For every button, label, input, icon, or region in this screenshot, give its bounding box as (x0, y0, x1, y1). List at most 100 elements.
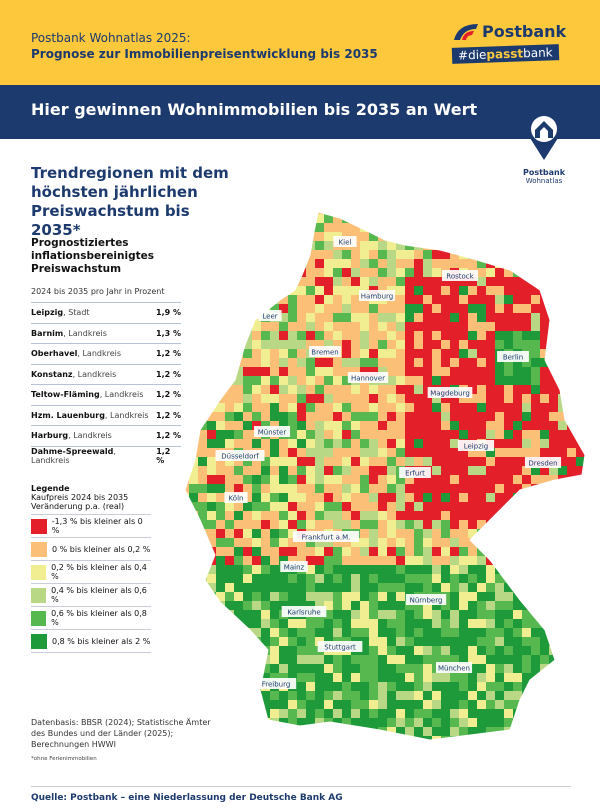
map-region (369, 367, 379, 377)
map-region (351, 610, 361, 620)
map-region (243, 268, 253, 278)
map-region (441, 493, 451, 503)
map-region (288, 475, 298, 485)
map-region (540, 250, 550, 260)
map-region (522, 340, 532, 350)
map-region (468, 367, 478, 377)
map-region (198, 664, 208, 674)
map-region (207, 475, 217, 485)
map-region (459, 682, 469, 692)
map-region (558, 484, 568, 494)
map-region (513, 277, 523, 287)
map-region (378, 538, 388, 548)
map-region (297, 718, 307, 728)
map-region (585, 628, 594, 637)
map-region (216, 691, 226, 701)
map-region (432, 367, 442, 377)
map-region (405, 628, 415, 638)
map-region (315, 700, 325, 710)
map-region (207, 610, 217, 620)
map-region (198, 484, 208, 494)
map-region (486, 457, 496, 467)
map-region (378, 430, 388, 440)
map-region (504, 565, 514, 575)
map-region (261, 628, 271, 638)
map-region (549, 736, 559, 740)
map-region (216, 673, 226, 683)
map-region (387, 313, 397, 323)
map-region (333, 412, 343, 422)
map-region (243, 682, 253, 692)
map-region (450, 331, 460, 341)
legend-items: -1,3 % bis kleiner als 0 % 0 % bis kleine… (31, 515, 151, 653)
map-region (198, 682, 208, 692)
map-region (279, 466, 289, 476)
map-region (423, 691, 433, 701)
map-region (576, 340, 585, 350)
map-region (198, 475, 208, 485)
map-region (522, 628, 532, 638)
map-region (189, 565, 199, 575)
map-region (504, 232, 514, 242)
map-region (495, 664, 505, 674)
map-region (342, 331, 352, 341)
map-region (477, 385, 487, 395)
map-region (585, 214, 594, 223)
map-region (468, 376, 478, 386)
map-region (315, 214, 325, 224)
map-region (477, 682, 487, 692)
map-region (207, 439, 217, 449)
map-region (396, 646, 406, 656)
map-region (324, 385, 334, 395)
map-region (369, 439, 379, 449)
map-region (234, 484, 244, 494)
map-region (414, 493, 424, 503)
map-region (513, 736, 523, 740)
map-region (468, 592, 478, 602)
map-region (522, 394, 532, 404)
map-region (396, 664, 406, 674)
map-region (540, 646, 550, 656)
map-region (414, 439, 424, 449)
map-region (441, 212, 451, 215)
map-region (297, 475, 307, 485)
map-region (288, 556, 298, 566)
legend-swatch (31, 587, 47, 603)
map-region (270, 574, 280, 584)
map-region (333, 682, 343, 692)
map-region (306, 286, 316, 296)
map-region (513, 385, 523, 395)
map-region (297, 502, 307, 512)
map-region (585, 574, 594, 583)
map-region (414, 331, 424, 341)
city-label: Berlin (497, 351, 529, 362)
map-region (378, 457, 388, 467)
map-region (189, 610, 199, 620)
map-region (252, 331, 262, 341)
map-region (252, 583, 262, 593)
map-region (576, 394, 585, 404)
map-region (261, 232, 271, 242)
map-region (315, 619, 325, 629)
map-region (216, 331, 226, 341)
map-region (333, 358, 343, 368)
map-region (279, 646, 289, 656)
map-region (207, 682, 217, 692)
map-region (297, 637, 307, 647)
map-region (288, 349, 298, 359)
map-region (185, 547, 190, 557)
map-region (351, 250, 361, 260)
map-region (387, 520, 397, 530)
map-region (477, 223, 487, 233)
map-region (441, 700, 451, 710)
map-region (477, 295, 487, 305)
map-region (558, 448, 568, 458)
map-region (207, 385, 217, 395)
map-region (513, 212, 523, 215)
map-region (432, 403, 442, 413)
map-region (585, 241, 594, 250)
region-value: 1,2 % (156, 447, 171, 466)
map-region (504, 412, 514, 422)
map-region (405, 214, 415, 224)
map-region (324, 691, 334, 701)
